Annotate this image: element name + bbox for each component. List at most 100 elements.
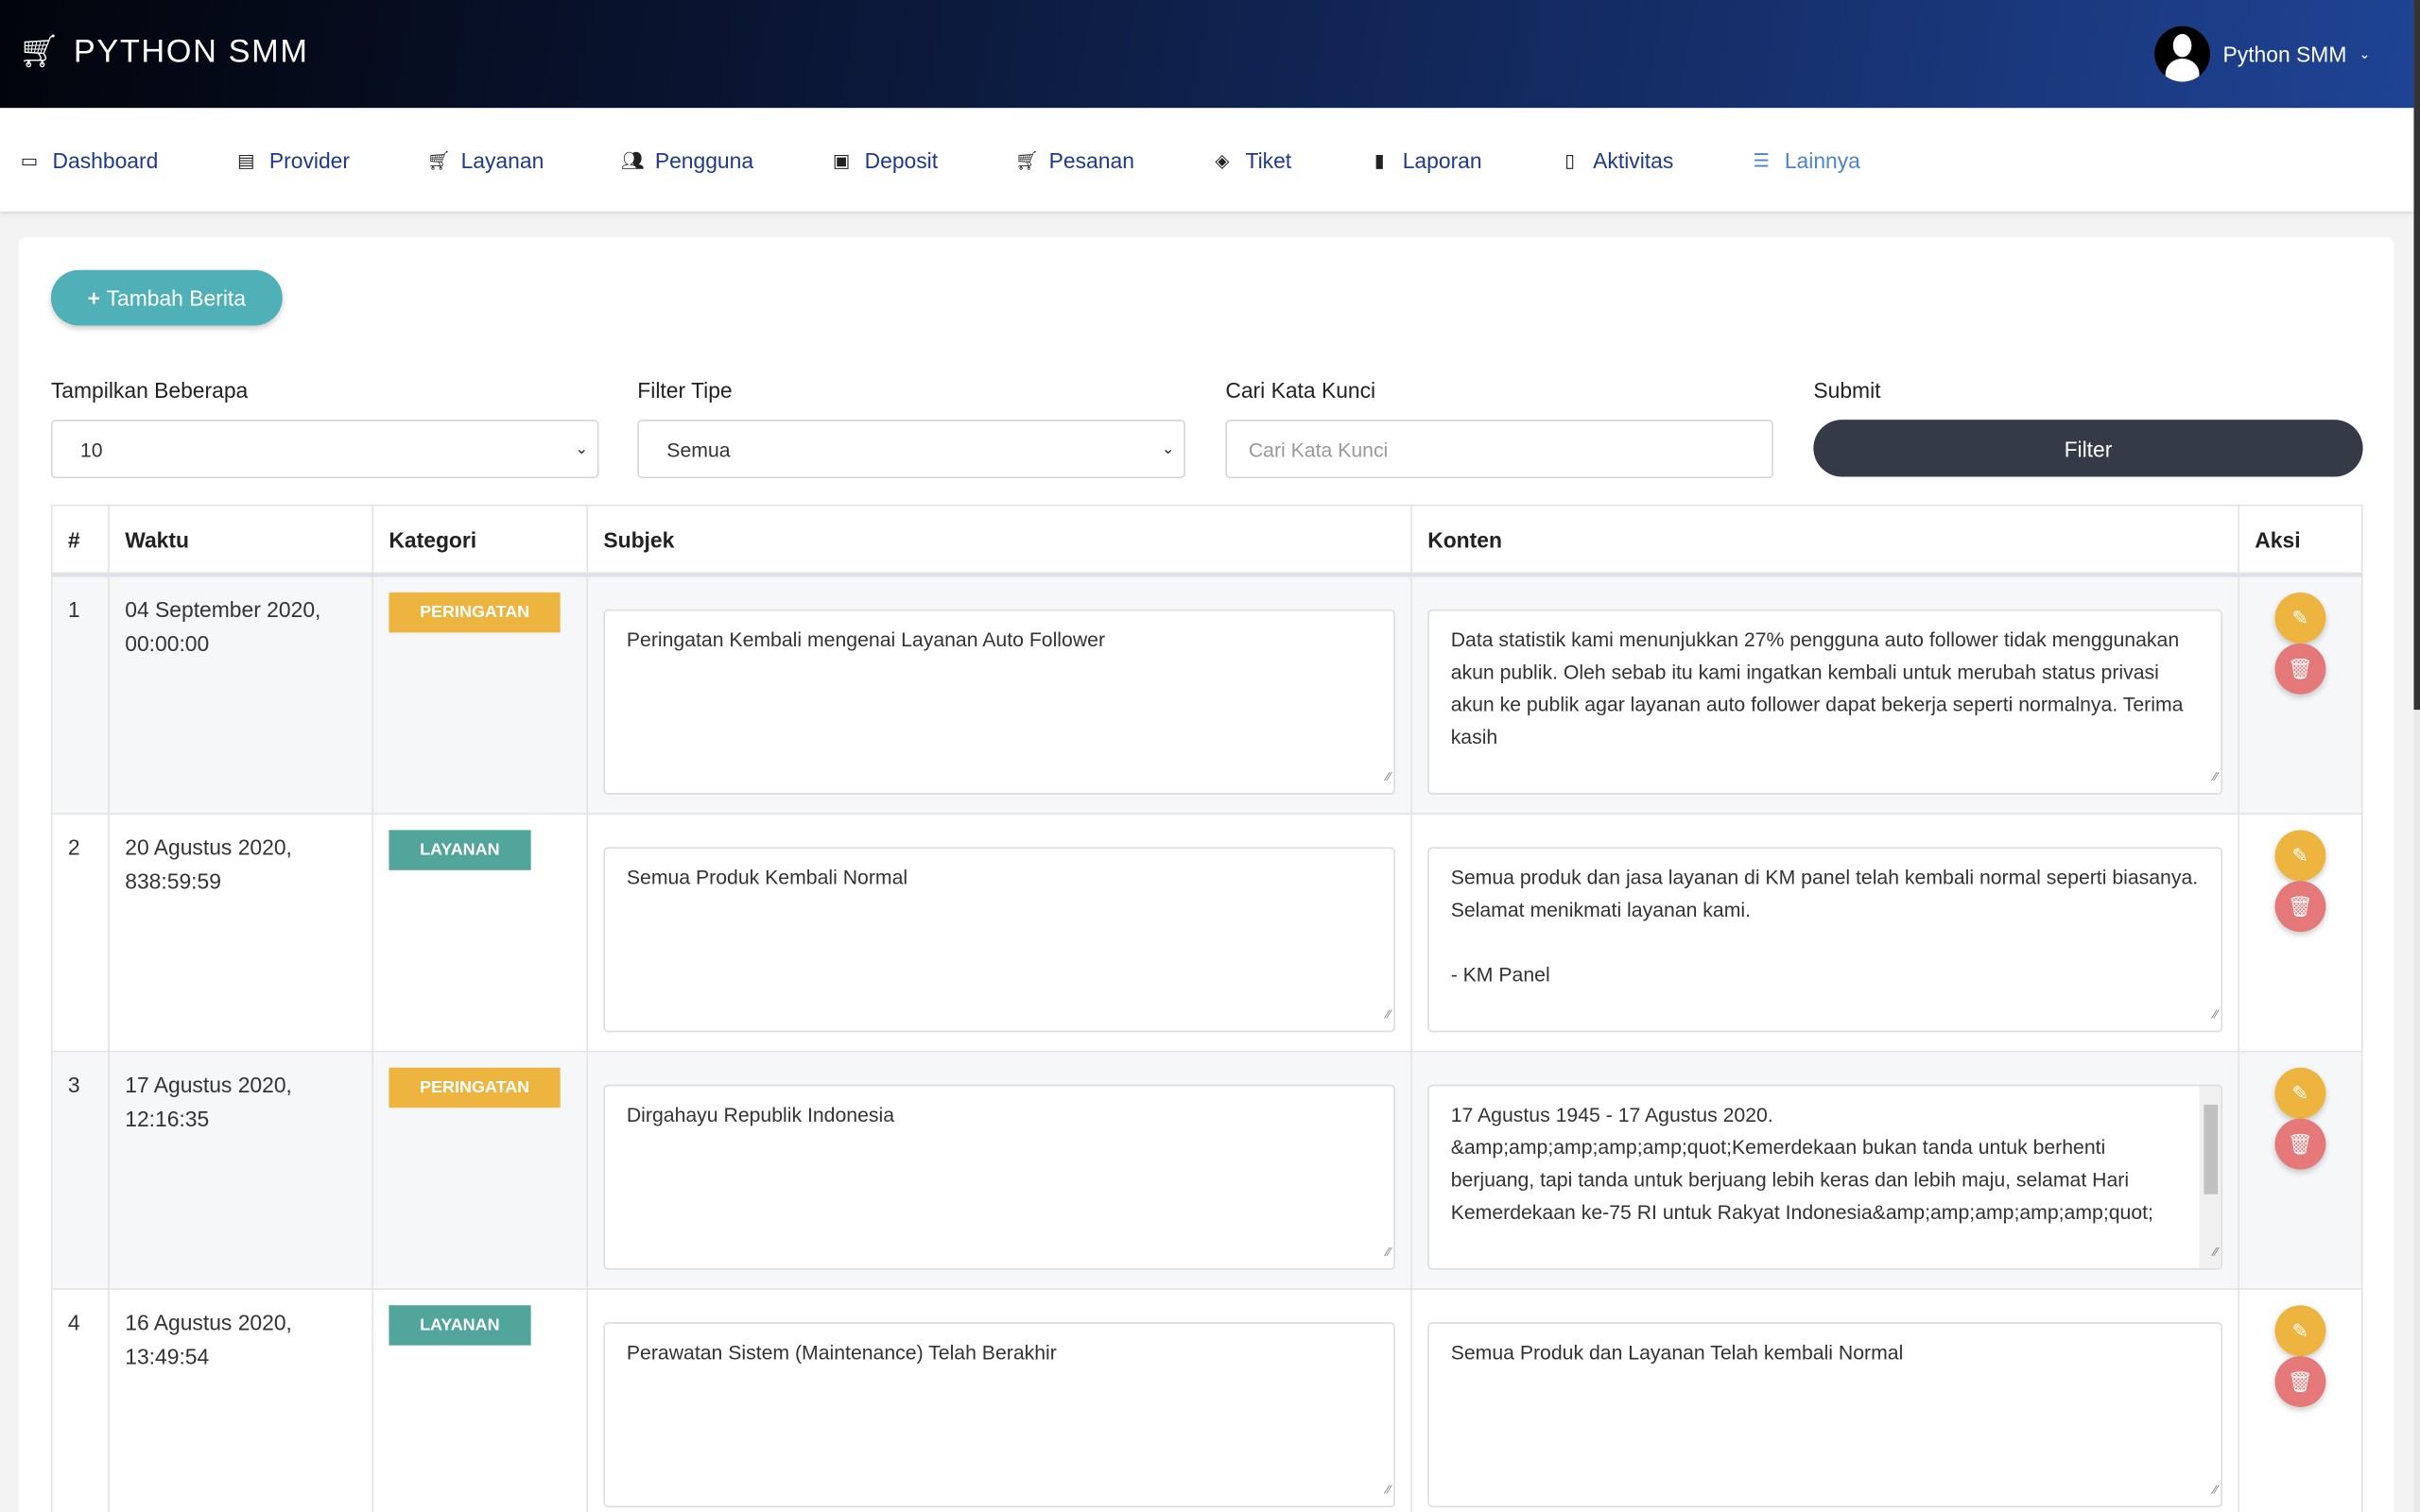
file-icon: ▯ <box>1564 148 1576 171</box>
list-icon: ☰ <box>1753 148 1771 171</box>
news-table: # Waktu Kategori Subjek Konten Aksi 1 04… <box>50 504 2363 1512</box>
ticket-icon: ◈ <box>1215 148 1230 171</box>
news-card: + Tambah Berita Tampilkan Beberapa 10 ⌄ Fi… <box>18 237 2394 1512</box>
nav-item-laporan[interactable]: ▮ Laporan <box>1369 147 1482 172</box>
row-number: 1 <box>50 574 110 816</box>
row-content: Semua produk dan jasa layanan di KM pane… <box>1410 813 2239 1053</box>
pencil-icon: ✎ <box>2291 843 2309 867</box>
col-waktu: Waktu <box>108 504 374 577</box>
edit-button[interactable]: ✎ <box>2274 1305 2326 1357</box>
users-icon: 👥︎ <box>620 148 645 171</box>
filter-button[interactable]: Filter <box>1813 420 2363 477</box>
subject-textarea[interactable]: Dirgahayu Republik Indonesia <box>603 1084 1395 1270</box>
nav-item-lainnya[interactable]: ☰ Lainnya <box>1751 147 1860 172</box>
row-time: 16 Agustus 2020, 13:49:54 <box>108 1288 374 1512</box>
content-text: Semua produk dan jasa layanan di KM pane… <box>1450 865 2199 987</box>
category-badge: PERINGATAN <box>389 1067 561 1108</box>
main-nav: ▭ Dashboard ▤ Provider 🛒︎ Layanan 👥︎ Pengguna ▣ D… <box>0 108 2414 212</box>
brand[interactable]: 🛒︎ PYTHON SMM <box>18 33 309 70</box>
content-textarea[interactable]: Semua Produk dan Layanan Telah kembali N… <box>1427 1322 2223 1508</box>
user-name: Python SMM <box>2222 42 2347 67</box>
nav-item-dashboard[interactable]: ▭ Dashboard <box>19 147 159 172</box>
nav-item-deposit[interactable]: ▣ Deposit <box>831 147 938 172</box>
content-text: Semua Produk dan Layanan Telah kembali N… <box>1450 1340 1904 1365</box>
nav-item-provider[interactable]: ▤ Provider <box>235 147 350 172</box>
search-label: Cari Kata Kunci <box>1225 377 1376 404</box>
type-value: Semua <box>666 437 731 461</box>
textarea-scrollbar[interactable] <box>2199 1086 2221 1269</box>
type-select[interactable]: Semua ⌄ <box>637 420 1185 479</box>
cart-icon: 🛒︎ <box>1014 148 1039 171</box>
chevron-down-icon: ⌄ <box>575 440 589 458</box>
subject-textarea[interactable]: Peringatan Kembali mengenai Layanan Auto… <box>603 609 1395 795</box>
delete-button[interactable]: 🗑︎ <box>2274 643 2326 695</box>
chevron-down-icon: ⌄ <box>2359 45 2371 61</box>
pencil-icon: ✎ <box>2291 1080 2309 1105</box>
trash-icon: 🗑︎ <box>2287 894 2313 918</box>
row-actions: ✎ 🗑︎ <box>2238 1288 2363 1512</box>
row-category: LAYANAN <box>372 813 589 1053</box>
row-content: Semua Produk dan Layanan Telah kembali N… <box>1410 1288 2239 1512</box>
row-actions: ✎ 🗑︎ <box>2238 574 2363 816</box>
row-number: 3 <box>50 1050 110 1290</box>
nav-label: Tiket <box>1245 146 1292 173</box>
row-subject: Dirgahayu Republik Indonesia <box>586 1050 1412 1290</box>
search-input[interactable]: Cari Kata Kunci <box>1225 420 1773 479</box>
nav-label: Deposit <box>864 146 939 173</box>
col-kategori: Kategori <box>372 504 589 577</box>
avatar <box>2154 26 2211 82</box>
nav-label: Pengguna <box>654 146 754 173</box>
server-icon: ▤ <box>237 148 255 171</box>
row-subject: Peringatan Kembali mengenai Layanan Auto… <box>586 574 1412 816</box>
row-category: LAYANAN <box>372 1288 589 1512</box>
pencil-icon: ✎ <box>2291 605 2309 629</box>
top-bar: 🛒︎ PYTHON SMM Python SMM ⌄ <box>0 0 2414 109</box>
nav-item-layanan[interactable]: 🛒︎ Layanan <box>427 147 544 172</box>
nav-label: Provider <box>268 146 351 173</box>
col-aksi: Aksi <box>2238 504 2363 577</box>
nav-item-pesanan[interactable]: 🛒︎ Pesanan <box>1015 147 1134 172</box>
add-news-button[interactable]: + Tambah Berita <box>50 269 283 326</box>
subject-textarea[interactable]: Semua Produk Kembali Normal <box>603 847 1395 1033</box>
user-menu[interactable]: Python SMM ⌄ <box>2154 26 2371 82</box>
delete-button[interactable]: 🗑︎ <box>2274 881 2326 933</box>
nav-item-pengguna[interactable]: 👥︎ Pengguna <box>621 147 753 172</box>
show-select[interactable]: 10 ⌄ <box>50 420 599 479</box>
col-subjek: Subjek <box>586 504 1412 577</box>
type-label: Filter Tipe <box>637 377 733 404</box>
nav-item-tiket[interactable]: ◈ Tiket <box>1212 146 1292 173</box>
trash-icon: 🗑︎ <box>2287 1131 2313 1156</box>
category-badge: LAYANAN <box>389 830 531 870</box>
edit-button[interactable]: ✎ <box>2274 830 2326 882</box>
edit-button[interactable]: ✎ <box>2274 592 2326 644</box>
page-scrollbar[interactable] <box>2413 0 2420 1512</box>
row-subject: Perawatan Sistem (Maintenance) Telah Ber… <box>586 1288 1412 1512</box>
subject-textarea[interactable]: Perawatan Sistem (Maintenance) Telah Ber… <box>603 1322 1395 1508</box>
nav-label: Lainnya <box>1784 146 1860 173</box>
delete-button[interactable]: 🗑︎ <box>2274 1118 2326 1170</box>
row-content: Data statistik kami menunjukkan 27% peng… <box>1410 574 2239 816</box>
content-textarea[interactable]: Data statistik kami menunjukkan 27% peng… <box>1427 609 2223 795</box>
content-textarea[interactable]: Semua produk dan jasa layanan di KM pane… <box>1427 847 2223 1033</box>
trash-icon: 🗑︎ <box>2287 656 2313 680</box>
row-number: 4 <box>50 1288 110 1512</box>
table-row: 3 17 Agustus 2020, 12:16:35 PERINGATAN D… <box>50 1050 2363 1290</box>
category-badge: PERINGATAN <box>389 592 561 633</box>
trash-icon: 🗑︎ <box>2287 1368 2313 1393</box>
row-time: 20 Agustus 2020, 838:59:59 <box>108 813 374 1053</box>
delete-button[interactable]: 🗑︎ <box>2274 1356 2326 1407</box>
cart-icon: 🛒︎ <box>18 33 61 70</box>
nav-label: Pesanan <box>1048 146 1134 173</box>
nav-item-aktivitas[interactable]: ▯ Aktivitas <box>1559 147 1673 172</box>
cart-icon: 🛒︎ <box>426 148 451 171</box>
col-no: # <box>50 504 110 577</box>
content-textarea[interactable]: 17 Agustus 1945 - 17 Agustus 2020. &amp;… <box>1427 1084 2223 1270</box>
pencil-icon: ✎ <box>2291 1318 2309 1342</box>
show-label: Tampilkan Beberapa <box>50 377 249 404</box>
nav-label: Dashboard <box>52 146 159 173</box>
nav-label: Laporan <box>1402 146 1482 173</box>
edit-button[interactable]: ✎ <box>2274 1067 2326 1119</box>
monitor-icon: ▭ <box>20 148 39 171</box>
submit-label: Submit <box>1813 377 1881 404</box>
wallet-icon: ▣ <box>832 148 851 171</box>
